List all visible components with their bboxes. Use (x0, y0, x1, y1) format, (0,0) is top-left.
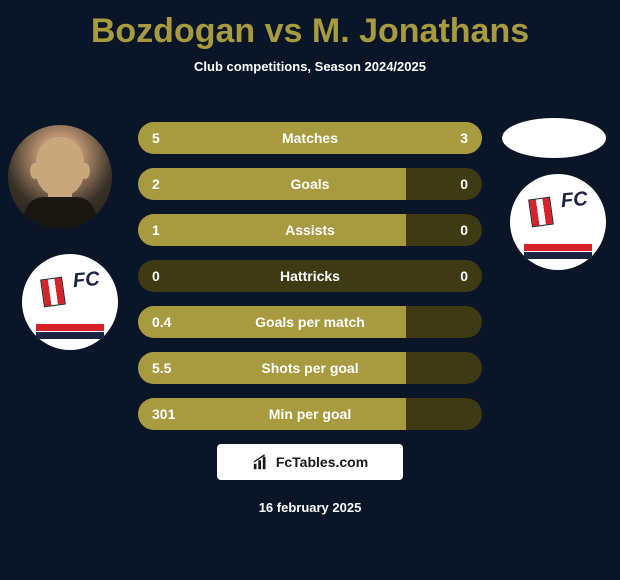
stat-label: Matches (138, 130, 482, 146)
date-label: 16 february 2025 (259, 500, 362, 515)
stat-label: Hattricks (138, 268, 482, 284)
stat-row: 5Matches3 (138, 122, 482, 154)
chart-icon (252, 453, 270, 471)
stat-label: Assists (138, 222, 482, 238)
stat-row: 301Min per goal (138, 398, 482, 430)
player-left-avatar (8, 125, 112, 229)
footer-text: FcTables.com (276, 454, 368, 470)
stat-row: 5.5Shots per goal (138, 352, 482, 384)
stats-container: 5Matches32Goals01Assists00Hattricks00.4G… (138, 122, 482, 444)
stat-right-value: 0 (460, 176, 468, 192)
stat-right-value: 0 (460, 268, 468, 284)
player-left-club-logo: FC (22, 254, 118, 350)
player-right-container (502, 118, 606, 158)
stat-row: 0.4Goals per match (138, 306, 482, 338)
player-right-avatar (502, 118, 606, 158)
subtitle: Club competitions, Season 2024/2025 (0, 59, 620, 74)
page-title: Bozdogan vs M. Jonathans (0, 0, 620, 51)
stat-right-value: 0 (460, 222, 468, 238)
stat-label: Goals per match (138, 314, 482, 330)
stat-row: 0Hattricks0 (138, 260, 482, 292)
stat-label: Min per goal (138, 406, 482, 422)
footer-branding[interactable]: FcTables.com (217, 444, 403, 480)
stat-row: 2Goals0 (138, 168, 482, 200)
stat-label: Shots per goal (138, 360, 482, 376)
club-logo-letters: FC (73, 271, 101, 290)
player-left-container (8, 125, 112, 229)
club-logo-letters: FC (561, 191, 589, 210)
stat-row: 1Assists0 (138, 214, 482, 246)
player-right-club-logo: FC (510, 174, 606, 270)
stat-right-value: 3 (460, 130, 468, 146)
stat-label: Goals (138, 176, 482, 192)
